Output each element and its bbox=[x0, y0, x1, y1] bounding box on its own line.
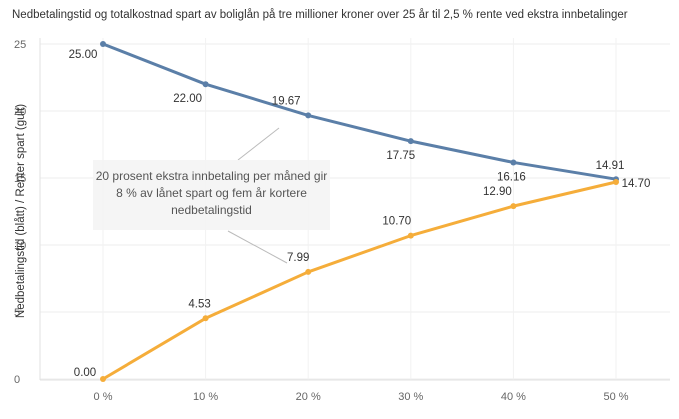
data-label: 14.91 bbox=[596, 160, 625, 172]
data-point bbox=[510, 203, 517, 210]
data-point bbox=[407, 138, 414, 145]
data-label: 16.16 bbox=[497, 171, 526, 183]
data-label: 14.70 bbox=[622, 178, 651, 190]
data-label: 0.00 bbox=[74, 367, 96, 379]
x-tick-label: 20 % bbox=[296, 391, 321, 403]
chart-title: Nedbetalingstid og totalkostnad spart av… bbox=[12, 9, 628, 21]
data-label: 25.00 bbox=[69, 49, 98, 61]
data-point bbox=[202, 81, 209, 88]
annotation-connectors bbox=[227, 127, 288, 264]
data-label: 19.67 bbox=[272, 95, 301, 107]
y-axis-label: Nedbetalingstid (blått) / Renter spart (… bbox=[15, 104, 27, 318]
y-tick-label: 25 bbox=[14, 39, 26, 51]
data-point bbox=[100, 376, 106, 382]
data-label: 17.75 bbox=[386, 150, 415, 162]
series-line-1 bbox=[101, 180, 618, 381]
data-point bbox=[407, 232, 414, 239]
data-point bbox=[305, 268, 312, 275]
data-label: 22.00 bbox=[173, 93, 202, 105]
y-tick-label: 15 bbox=[14, 173, 26, 185]
annotation-connector bbox=[227, 230, 288, 264]
x-tick-label: 30 % bbox=[398, 391, 423, 403]
data-label: 7.99 bbox=[287, 252, 309, 264]
data-point bbox=[613, 179, 619, 186]
series-lines bbox=[101, 42, 618, 381]
series-line-0 bbox=[101, 42, 618, 181]
annotation-connector bbox=[237, 127, 280, 161]
data-labels: 25.00 22.00 19.67 17.75 16.16 14.91 0.00 4.53 7.… bbox=[69, 49, 651, 379]
x-tick-label: 40 % bbox=[501, 391, 526, 403]
annotation-box bbox=[93, 160, 330, 230]
y-tick-label: 20 bbox=[14, 106, 26, 118]
axes: 0 5 10 15 20 25 0 % 10 % 20 % 30 % 40 % 50 % bbox=[14, 38, 670, 403]
y-tick-label: 5 bbox=[14, 307, 20, 319]
data-label: 4.53 bbox=[188, 298, 210, 310]
data-point bbox=[305, 112, 312, 119]
x-tick-label: 50 % bbox=[603, 391, 628, 403]
y-tick-label: 10 bbox=[14, 240, 26, 252]
series-points bbox=[100, 41, 619, 382]
annotation-text: 20 prosent ekstra innbetaling per måned … bbox=[95, 169, 328, 217]
data-point bbox=[510, 159, 517, 166]
y-tick-label: 0 bbox=[14, 374, 20, 386]
x-tick-label: 10 % bbox=[193, 391, 218, 403]
data-label: 12.90 bbox=[483, 186, 512, 198]
data-point bbox=[100, 41, 106, 47]
x-tick-label: 0 % bbox=[94, 391, 113, 403]
data-label: 10.70 bbox=[382, 216, 411, 228]
data-point bbox=[202, 315, 209, 322]
